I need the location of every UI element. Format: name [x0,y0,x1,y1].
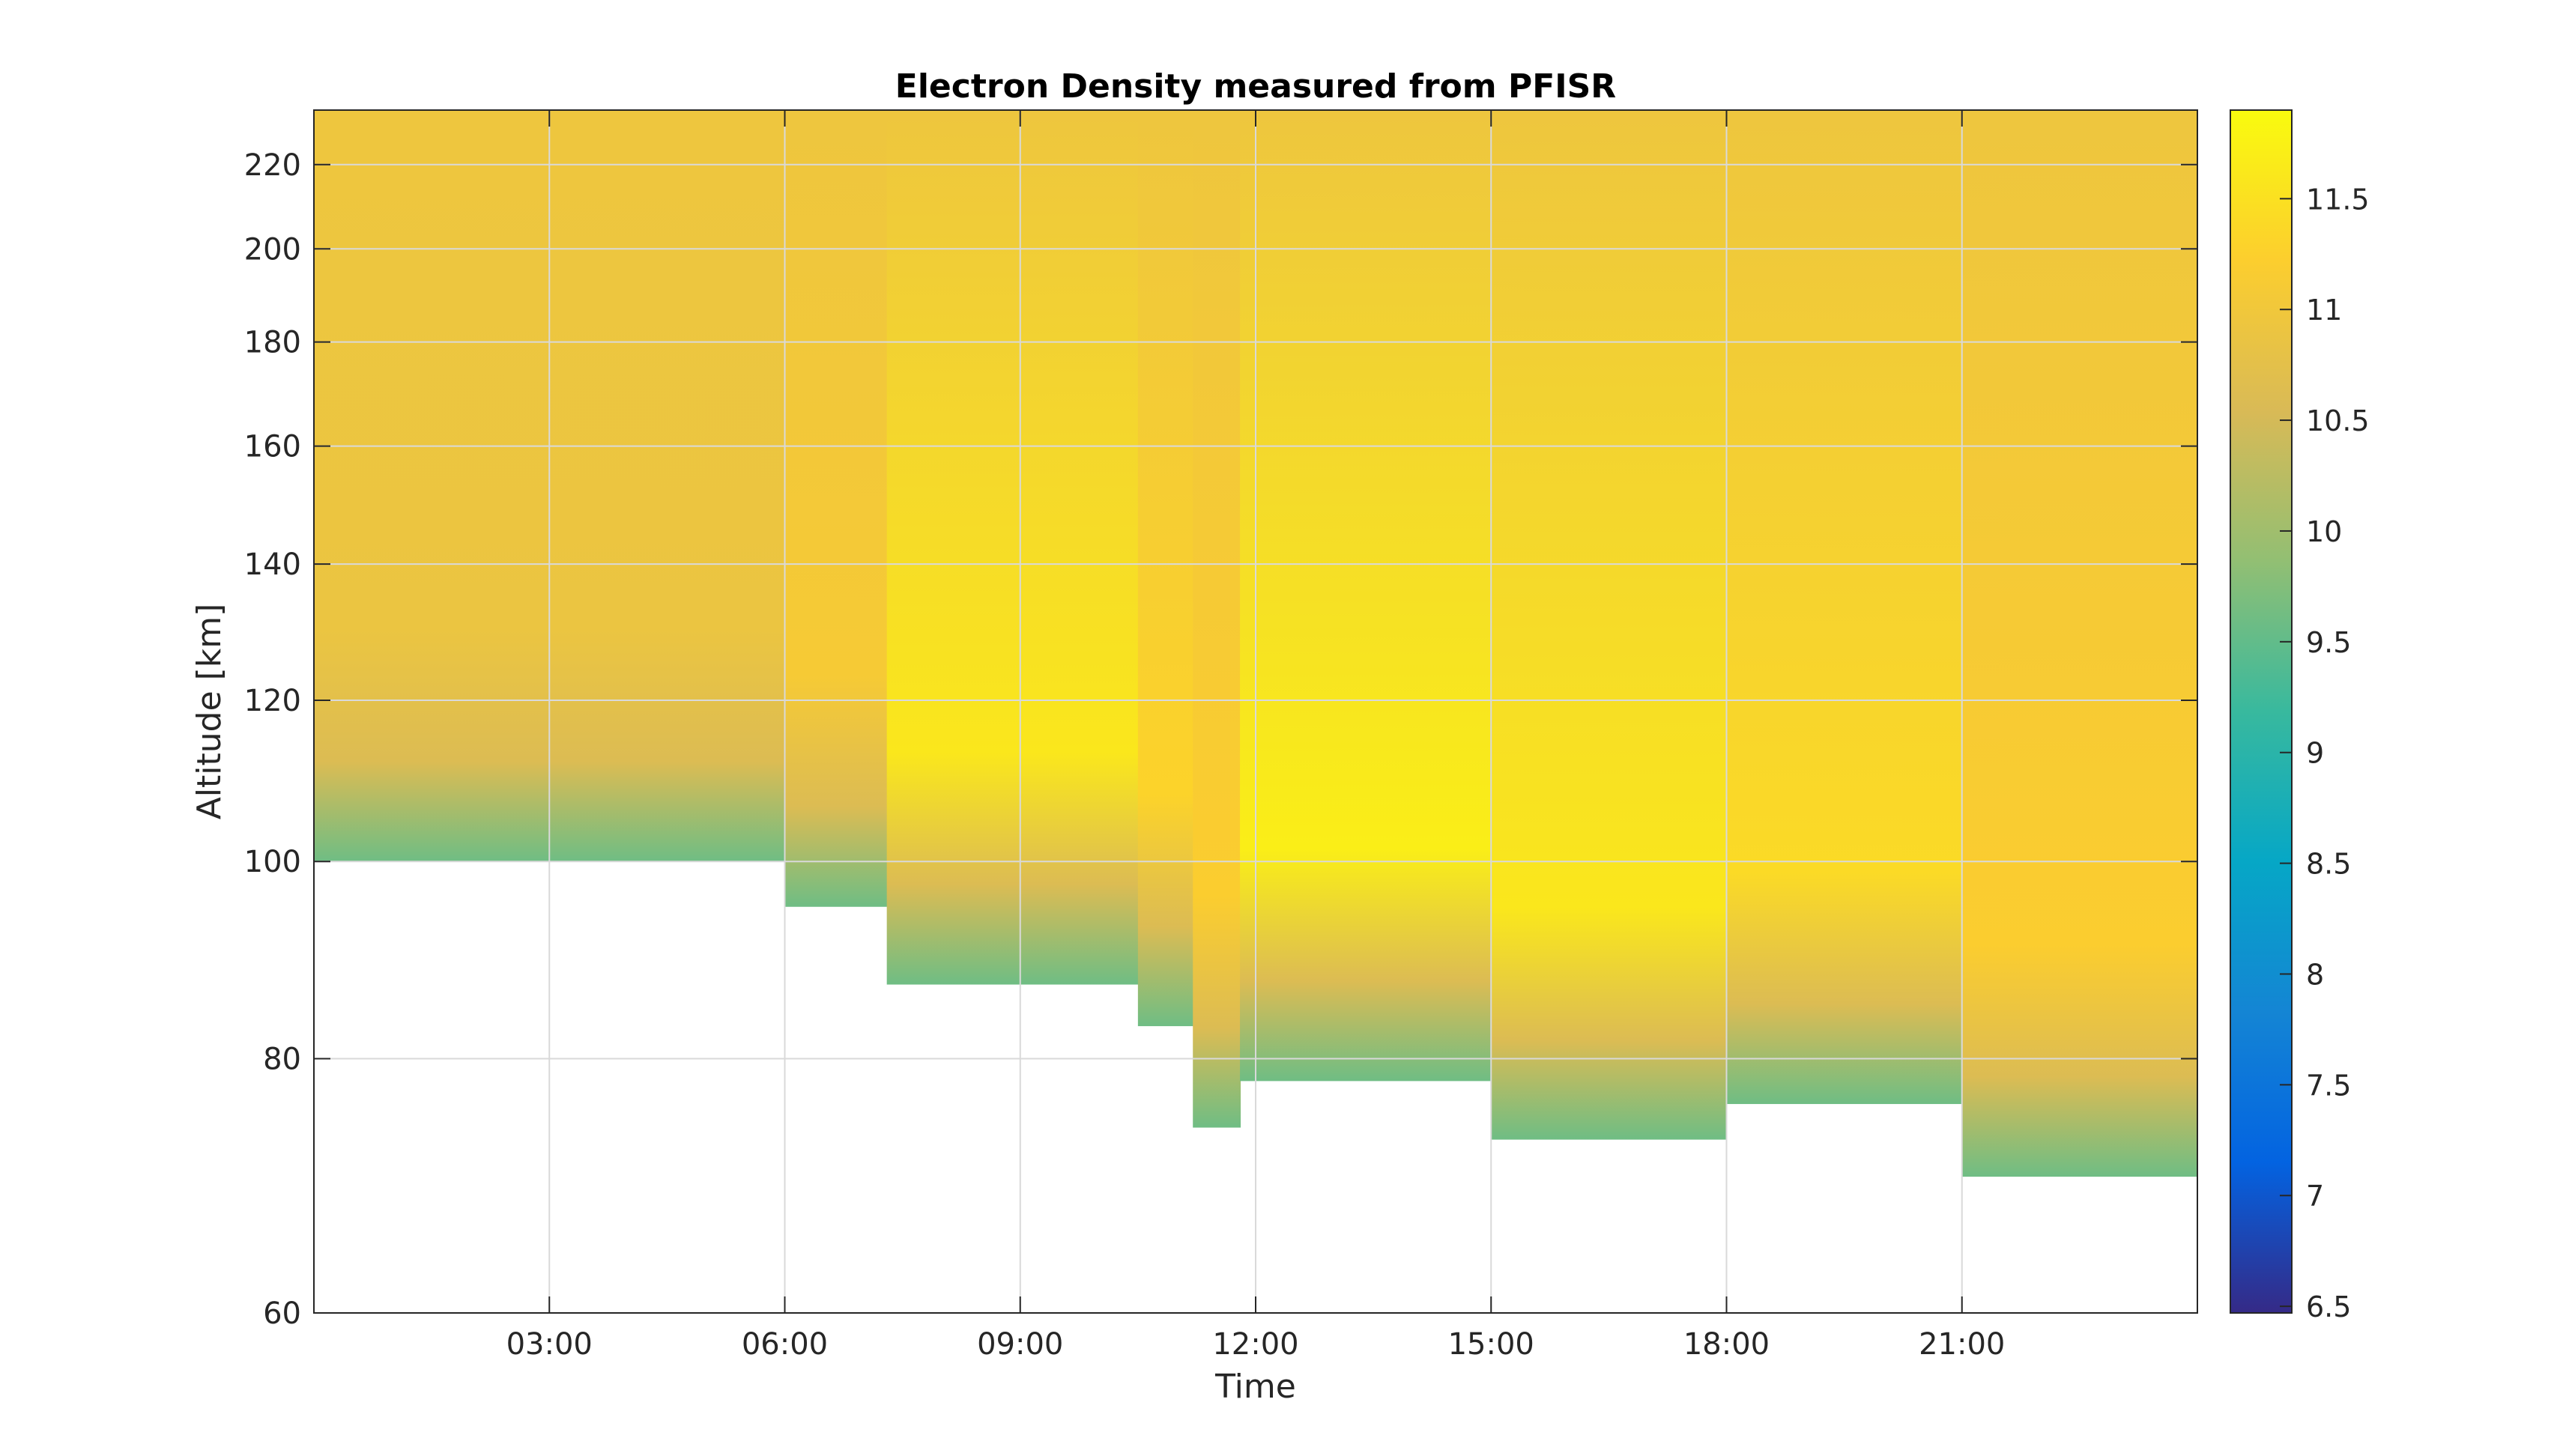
heatmap-region [886,110,1139,985]
y-tick-label: 60 [263,1296,301,1331]
plot-area: 03:00 06:00 09:00 12:00 15:00 18:00 21:00 60 80… [244,109,2198,1362]
x-axis-ticks: 03:00 06:00 09:00 12:00 15:00 18:00 21:00 [506,110,2005,1362]
colorbar-frame [2230,109,2293,1314]
colorbar-tick-label: 8 [2306,958,2324,991]
colorbar-tick-label: 6.5 [2306,1290,2351,1323]
y-axis-label: Altitude [km] [190,604,229,820]
x-tick-label: 06:00 [742,1327,828,1362]
heatmap-region [1726,110,1963,1105]
y-tick-label: 220 [244,148,301,183]
colorbar-tick-label: 7.5 [2306,1069,2351,1102]
x-tick-label: 15:00 [1448,1327,1534,1362]
y-tick-label: 100 [244,845,301,879]
y-tick-label: 80 [263,1043,301,1077]
colorbar-tick-label: 9 [2306,737,2324,770]
colorbar-tick-label: 9.5 [2306,626,2351,659]
x-tick-label: 09:00 [977,1327,1063,1362]
colorbar-tick-label: 10.5 [2306,404,2370,437]
colorbar-tick-label: 10 [2306,515,2342,548]
heatmap-region [784,110,888,907]
heatmap-region [1961,110,2197,1177]
heatmap-region [1137,110,1194,1027]
x-tick-label: 21:00 [1919,1327,2005,1362]
y-tick-label: 140 [244,547,301,582]
colorbar-tick-label: 7 [2306,1180,2324,1213]
x-tick-label: 12:00 [1212,1327,1298,1362]
y-tick-label: 180 [244,326,301,360]
colorbar-tick-label: 11 [2306,294,2342,327]
heatmap-region [1491,110,1728,1140]
heatmap-layer [314,110,2197,1177]
y-tick-label: 120 [244,684,301,718]
x-tick-label: 18:00 [1683,1327,1770,1362]
heatmap-region [1240,110,1492,1082]
y-axis-ticks: 60 80 100 120 140 160 180 200 220 [244,148,2197,1331]
heatmap-region [1193,110,1241,1128]
x-axis-label: Time [1214,1368,1296,1406]
colorbar-tick-label: 8.5 [2306,848,2351,881]
y-tick-label: 160 [244,430,301,464]
colorbar-ticks: 6.5 7 7.5 8 8.5 9 9.5 10 10.5 11 11.5 [2280,183,2370,1323]
colorbar-gradient [2230,110,2292,1313]
y-tick-label: 200 [244,232,301,267]
colorbar-tick-label: 11.5 [2306,183,2370,216]
chart-title: Electron Density measured from PFISR [895,67,1616,106]
x-tick-label: 03:00 [506,1327,593,1362]
grid-lines [314,110,2197,1313]
colorbar: 6.5 7 7.5 8 8.5 9 9.5 10 10.5 11 11.5 [2230,109,2370,1323]
